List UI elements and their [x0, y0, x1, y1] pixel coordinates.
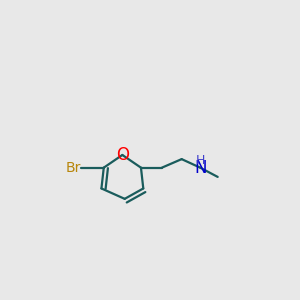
Text: H: H: [196, 154, 205, 167]
Text: O: O: [116, 146, 129, 164]
Text: Br: Br: [65, 161, 80, 175]
Text: N: N: [194, 159, 206, 177]
